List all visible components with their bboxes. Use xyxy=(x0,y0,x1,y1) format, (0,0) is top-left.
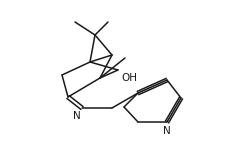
Text: OH: OH xyxy=(121,73,137,83)
Text: N: N xyxy=(163,126,171,136)
Text: N: N xyxy=(73,111,81,121)
